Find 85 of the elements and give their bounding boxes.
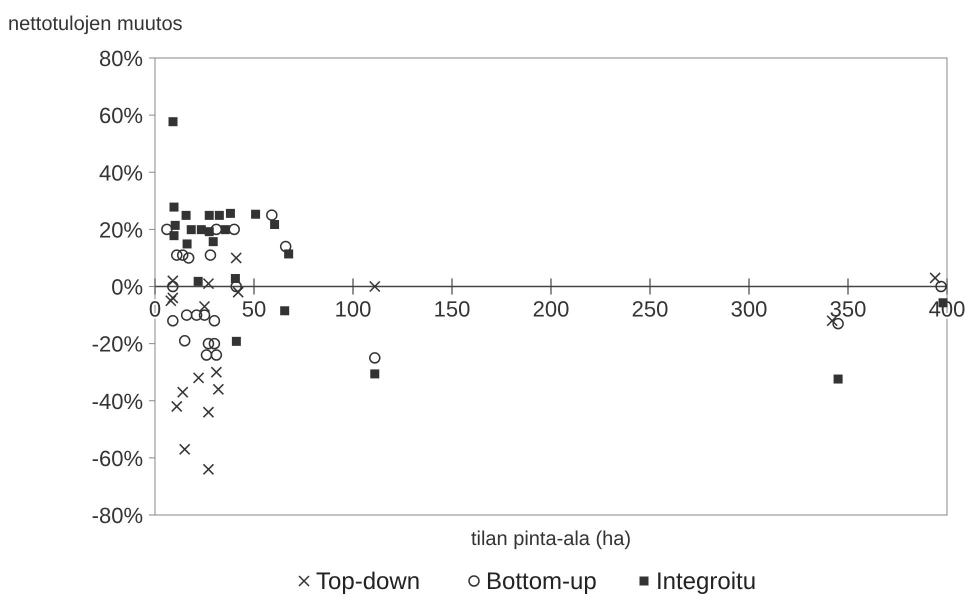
point xyxy=(202,464,214,476)
y-tick-label: 0% xyxy=(111,274,143,300)
point xyxy=(182,210,191,220)
point xyxy=(204,249,216,261)
point xyxy=(210,366,222,378)
point xyxy=(370,369,380,378)
point xyxy=(280,306,290,316)
x-axis-title: tilan pinta-ala (ha) xyxy=(470,528,632,550)
point xyxy=(230,274,240,284)
point xyxy=(182,252,194,264)
legend-label: Integroitu xyxy=(656,568,756,595)
point xyxy=(212,384,224,396)
point xyxy=(369,352,381,364)
point xyxy=(204,227,214,236)
point xyxy=(198,300,210,312)
x-tick-label: 150 xyxy=(434,296,470,322)
point xyxy=(190,309,202,321)
point xyxy=(170,202,179,212)
point xyxy=(170,220,180,230)
y-tick-label: 60% xyxy=(98,103,143,128)
y-tick-label: -40% xyxy=(92,388,143,414)
point xyxy=(167,315,179,327)
point xyxy=(232,336,241,346)
point xyxy=(167,280,179,292)
point xyxy=(194,276,203,286)
point xyxy=(198,309,210,321)
point xyxy=(226,208,235,218)
point xyxy=(200,349,212,361)
x-tick-label: 300 xyxy=(730,296,768,322)
point xyxy=(284,249,294,258)
y-tick-label: 20% xyxy=(98,217,143,242)
point xyxy=(228,224,240,236)
point xyxy=(180,309,192,321)
point xyxy=(167,292,179,304)
point xyxy=(270,220,280,230)
point xyxy=(208,315,220,327)
point xyxy=(251,210,260,219)
point xyxy=(202,338,214,350)
point xyxy=(208,237,218,246)
point xyxy=(232,286,244,298)
point xyxy=(210,349,222,361)
point xyxy=(161,224,173,236)
x-tick-label: 350 xyxy=(830,296,866,322)
point xyxy=(167,275,179,287)
y-tick-label: -80% xyxy=(92,503,143,528)
point xyxy=(202,278,214,290)
point xyxy=(165,295,177,307)
point xyxy=(935,280,947,292)
point xyxy=(192,372,204,384)
point xyxy=(210,224,222,236)
point xyxy=(214,210,224,220)
point xyxy=(171,249,183,261)
point xyxy=(832,318,844,330)
point xyxy=(178,335,190,347)
y-tick-label: -20% xyxy=(92,332,143,357)
point xyxy=(230,280,242,292)
point xyxy=(170,231,179,240)
point xyxy=(208,338,220,350)
point xyxy=(178,444,190,456)
point xyxy=(171,400,183,412)
y-axis-title: nettotulojen muutos xyxy=(8,13,183,35)
point xyxy=(266,209,278,221)
point xyxy=(204,210,214,220)
x-tick-label: 250 xyxy=(632,296,668,322)
point xyxy=(369,280,381,292)
y-tick-label: 80% xyxy=(98,46,143,71)
x-tick-label: 50 xyxy=(242,296,266,322)
legend-label: Top-down xyxy=(316,568,420,595)
point xyxy=(834,374,843,384)
x-tick-label: 200 xyxy=(532,296,570,322)
point xyxy=(280,240,292,252)
point xyxy=(230,252,242,264)
y-tick-label: -60% xyxy=(92,446,143,471)
point xyxy=(220,225,230,234)
x-tick-label: 100 xyxy=(334,296,372,322)
y-tick-label: 40% xyxy=(98,160,143,186)
point xyxy=(176,249,188,261)
point xyxy=(186,225,196,234)
point xyxy=(929,272,941,284)
point xyxy=(196,225,206,234)
point xyxy=(202,406,214,418)
point xyxy=(176,386,188,398)
point xyxy=(182,239,192,248)
legend-label: Bottom-up xyxy=(486,568,597,595)
point xyxy=(168,117,178,126)
